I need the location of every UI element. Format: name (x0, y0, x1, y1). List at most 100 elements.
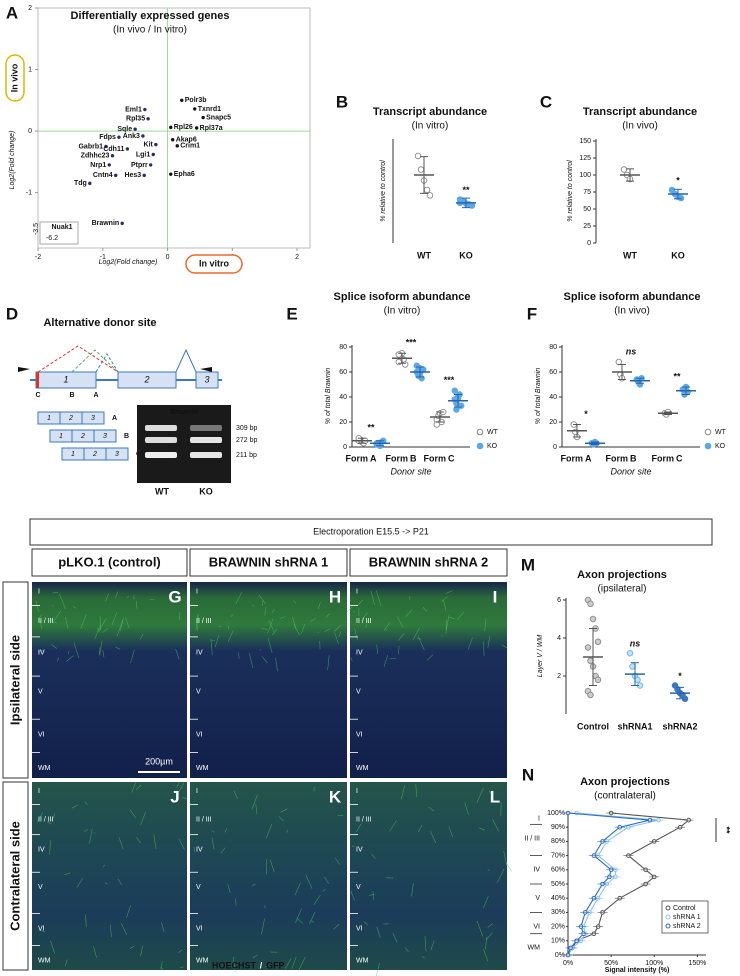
label: GFP (266, 960, 285, 970)
fiber (279, 616, 286, 619)
label: * (676, 175, 680, 185)
label: VI (533, 923, 540, 930)
label: shRNA2 (662, 721, 697, 731)
site-c (36, 372, 39, 388)
label: 2 (80, 433, 85, 440)
label: % of total Brawnin (535, 368, 542, 425)
gene-point (193, 107, 197, 111)
fiber (356, 823, 362, 833)
fiber (220, 847, 226, 854)
label: Rpl26 (174, 124, 193, 131)
primer (18, 367, 30, 372)
label: 40% (551, 895, 565, 902)
label: WM (196, 765, 209, 772)
fiber (449, 616, 455, 619)
label: KO (487, 443, 498, 450)
fiber (338, 631, 342, 638)
fiber (322, 888, 326, 892)
label: Nrp1 (90, 162, 106, 169)
band (190, 437, 222, 443)
label: M (521, 555, 535, 574)
gene-point (107, 163, 111, 167)
data-point (433, 421, 441, 428)
in-vivo-oval (5, 54, 25, 102)
splice-arc (37, 345, 119, 373)
label: (In vitro) (412, 121, 449, 132)
fiber (368, 894, 375, 896)
fiber (376, 644, 379, 655)
label: 6 (557, 597, 561, 604)
label: Log2(Fold change) (9, 131, 16, 190)
gene-point (142, 173, 146, 178)
fiber (293, 600, 297, 604)
fiber (426, 654, 434, 661)
fiber (177, 782, 185, 794)
fiber (422, 607, 428, 612)
fiber (327, 654, 330, 671)
label: B (336, 92, 348, 111)
label: 20 (339, 419, 347, 426)
label: shRNA 2 (673, 923, 701, 930)
data-point (620, 166, 628, 173)
label: Brawnin (92, 220, 120, 227)
label: IV (356, 847, 363, 854)
fiber (176, 782, 180, 788)
label: -6.2 (46, 235, 58, 242)
label: (ipsilateral) (598, 584, 647, 595)
label: Splice isoform abundance (564, 291, 701, 303)
label: F (527, 304, 537, 323)
label: 3 (204, 374, 209, 384)
fiber (487, 923, 493, 928)
label: % relative to control (380, 160, 387, 222)
fiber (249, 653, 254, 669)
label: pLKO.1 (control) (58, 554, 161, 569)
label: V (38, 884, 43, 891)
fiber (482, 896, 489, 909)
label: BRAWNIN shRNA 2 (369, 554, 488, 569)
gene-point (151, 152, 155, 157)
label: A (6, 3, 18, 22)
label: Form (346, 453, 369, 463)
fiber (109, 924, 112, 937)
fiber (116, 620, 124, 637)
label: B (69, 392, 74, 399)
gene-point (154, 142, 158, 147)
gene-point (180, 98, 184, 103)
fiber (486, 932, 493, 941)
label: (contralateral) (594, 791, 656, 802)
isoform-exon (105, 447, 129, 461)
fiber (66, 655, 74, 662)
label: Transcript abundance (373, 106, 487, 118)
label: 1 (71, 451, 75, 458)
fiber (258, 594, 266, 605)
fiber (195, 614, 199, 630)
label: 70% (551, 852, 565, 859)
label: II / III (196, 618, 212, 625)
label: Differentially expressed genes (71, 10, 230, 22)
fiber (346, 606, 353, 613)
label: I (38, 788, 40, 795)
legend-marker (704, 428, 712, 436)
label: *** (406, 338, 417, 348)
label: 0 (28, 128, 32, 135)
fiber (37, 614, 43, 620)
label: II / III (356, 816, 372, 823)
fiber (251, 794, 258, 810)
label: 0 (587, 240, 591, 247)
fiber (117, 878, 122, 885)
label: ns (626, 346, 637, 356)
fiber (464, 802, 469, 815)
fiber (292, 616, 297, 630)
splice-arc (95, 353, 119, 373)
fiber (160, 961, 163, 970)
label: Log2(Fold change) (99, 259, 158, 266)
fiber (211, 830, 215, 833)
fiber (398, 646, 400, 655)
fiber (487, 869, 490, 872)
fiber (102, 628, 109, 633)
gene-point (114, 173, 118, 178)
fiber (227, 630, 234, 642)
label: 100 (579, 172, 591, 179)
label: ** (367, 423, 375, 433)
label: 30% (551, 909, 565, 916)
